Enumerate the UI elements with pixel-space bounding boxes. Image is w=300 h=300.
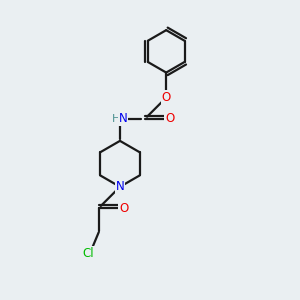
Text: H: H (112, 114, 121, 124)
Text: Cl: Cl (82, 247, 94, 260)
Text: N: N (116, 180, 124, 193)
Text: O: O (165, 112, 175, 125)
Text: O: O (119, 202, 128, 214)
Text: O: O (162, 91, 171, 104)
Text: N: N (118, 112, 127, 125)
